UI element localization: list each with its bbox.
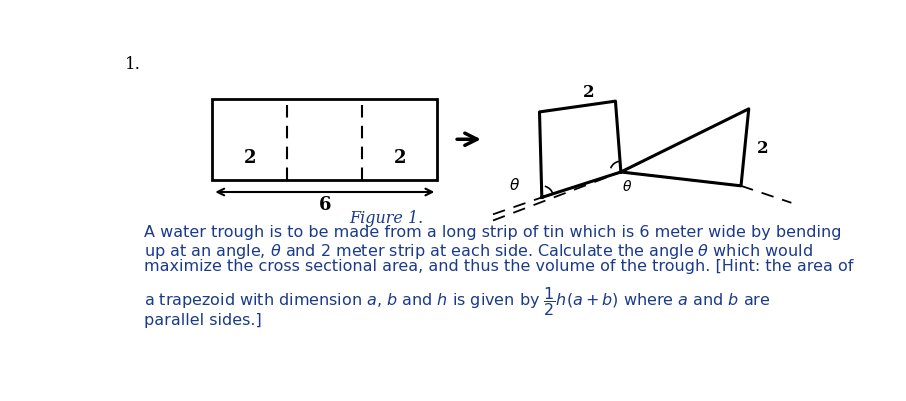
Text: $\theta$: $\theta$ bbox=[509, 176, 520, 192]
Text: maximize the cross sectional area, and thus the volume of the trough. [Hint: the: maximize the cross sectional area, and t… bbox=[144, 259, 853, 273]
Text: 2: 2 bbox=[393, 149, 406, 167]
Text: Figure 1.: Figure 1. bbox=[350, 209, 424, 227]
Text: parallel sides.]: parallel sides.] bbox=[144, 312, 262, 327]
Text: 2: 2 bbox=[757, 140, 768, 156]
Text: 2: 2 bbox=[583, 84, 595, 101]
Text: a trapezoid with dimension $a$, $b$ and $h$ is given by $\dfrac{1}{2}h(a+b)$ whe: a trapezoid with dimension $a$, $b$ and … bbox=[144, 284, 771, 317]
Bar bbox=[212, 99, 438, 180]
Text: 1.: 1. bbox=[125, 56, 140, 73]
Text: up at an angle, $\theta$ and 2 meter strip at each side. Calculate the angle $\t: up at an angle, $\theta$ and 2 meter str… bbox=[144, 242, 813, 261]
Text: A water trough is to be made from a long strip of tin which is 6 meter wide by b: A water trough is to be made from a long… bbox=[144, 225, 842, 240]
Text: 2: 2 bbox=[244, 149, 256, 167]
Text: 6: 6 bbox=[319, 196, 331, 214]
Text: $\theta$: $\theta$ bbox=[622, 179, 632, 194]
